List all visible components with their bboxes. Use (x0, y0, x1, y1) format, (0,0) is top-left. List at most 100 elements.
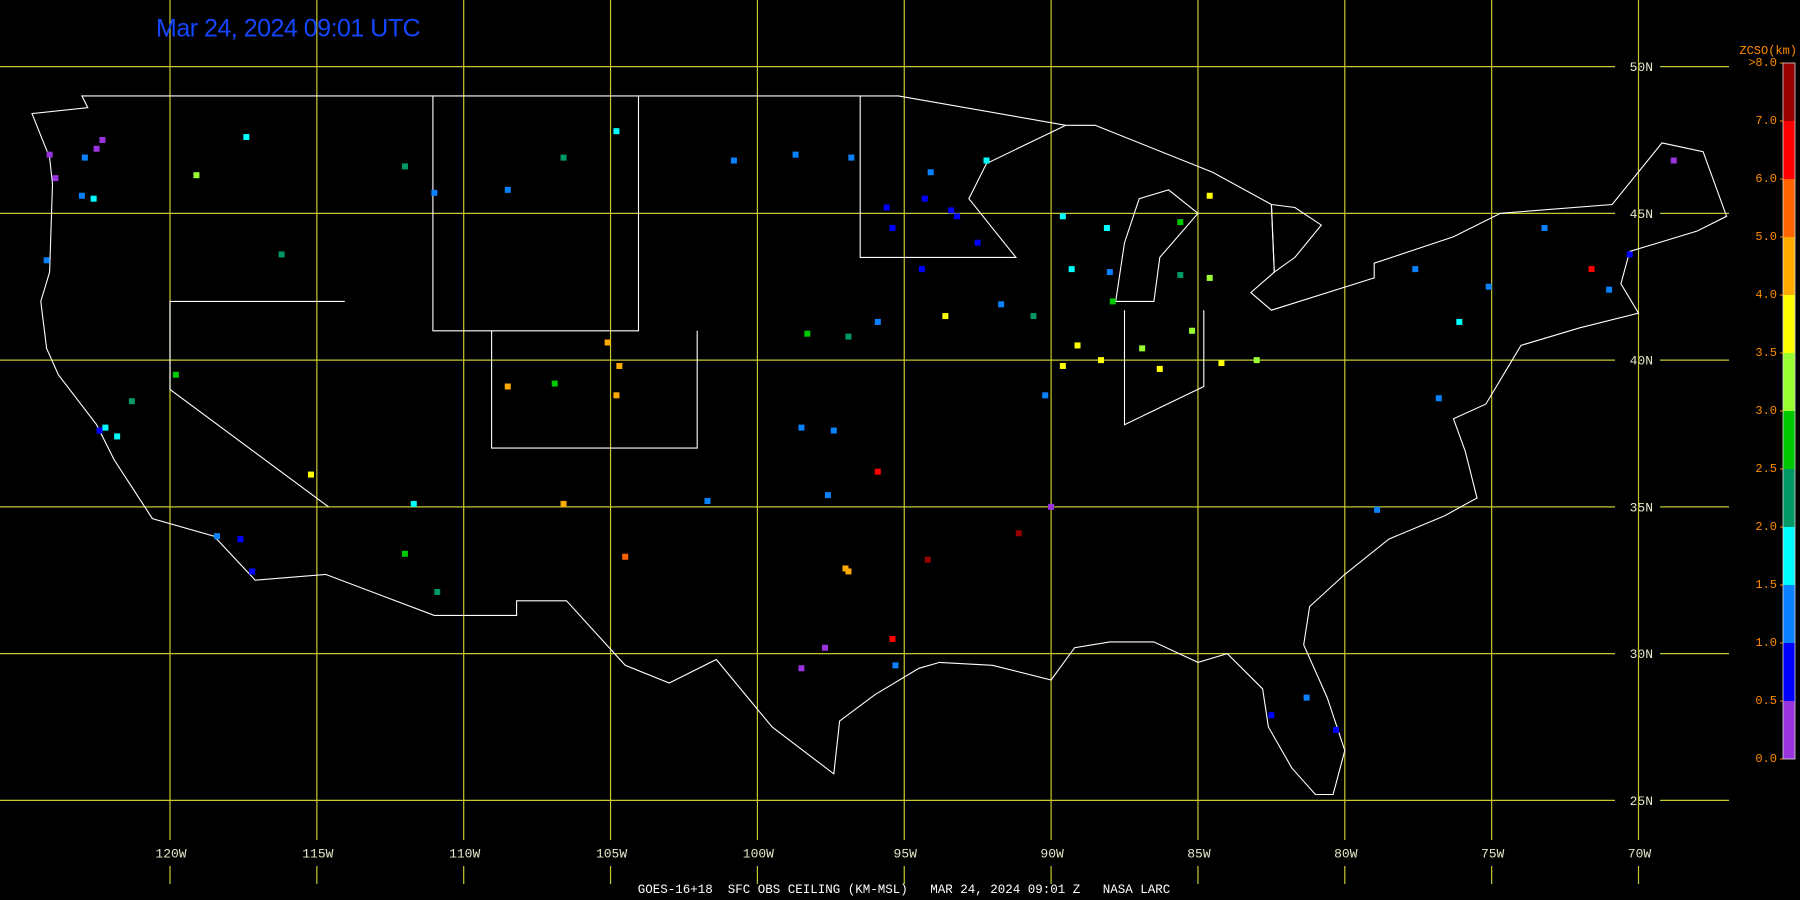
state-border (1123, 310, 1205, 426)
station (307, 471, 314, 478)
station (243, 134, 250, 141)
station (1059, 362, 1066, 369)
state-border (491, 330, 698, 449)
station (237, 536, 244, 543)
station (924, 556, 931, 563)
station (704, 497, 711, 504)
colorbar-segment (1783, 353, 1795, 411)
station (560, 500, 567, 507)
station (90, 195, 97, 202)
station (616, 362, 623, 369)
station (1541, 225, 1548, 232)
station (78, 192, 85, 199)
station (213, 533, 220, 540)
station (81, 154, 88, 161)
lon-label: 105W (596, 846, 627, 861)
station (96, 427, 103, 434)
station (798, 424, 805, 431)
station (504, 383, 511, 390)
station (249, 568, 256, 575)
station (1106, 269, 1113, 276)
station (921, 195, 928, 202)
colorbar-label: 4.0 (1755, 288, 1777, 302)
station (46, 151, 53, 158)
station (927, 169, 934, 176)
colorbar-segment (1783, 237, 1795, 295)
stations (43, 128, 1677, 733)
station (1177, 271, 1184, 278)
station (845, 333, 852, 340)
station (604, 339, 611, 346)
colorbar-label: 6.0 (1755, 172, 1777, 186)
station (889, 635, 896, 642)
station (1206, 192, 1213, 199)
state-border (169, 300, 345, 508)
station (954, 213, 961, 220)
station (622, 553, 629, 560)
lake (1270, 203, 1323, 274)
station (1189, 327, 1196, 334)
boundaries (31, 95, 1728, 796)
station (1456, 318, 1463, 325)
station (848, 154, 855, 161)
station (942, 313, 949, 320)
station (114, 433, 121, 440)
station (998, 301, 1005, 308)
colorbar-label: 0.5 (1755, 694, 1777, 708)
station (560, 154, 567, 161)
station (804, 330, 811, 337)
station (1412, 266, 1419, 273)
station (128, 398, 135, 405)
station (1606, 286, 1613, 293)
graticule: 50N 45N 40N 35N 30N 25N 120W 115W 110W 105W 100W 95… (0, 0, 1729, 884)
colorbar-segment (1783, 527, 1795, 585)
lon-label: 90W (1040, 846, 1064, 861)
station (1206, 274, 1213, 281)
colorbar-label: 0.0 (1755, 752, 1777, 766)
station (401, 163, 408, 170)
station (1626, 251, 1633, 258)
station (1074, 342, 1081, 349)
lat-label: 30N (1630, 647, 1653, 662)
colorbar-label: 2.0 (1755, 520, 1777, 534)
station (821, 644, 828, 651)
colorbar-segment (1783, 295, 1795, 353)
station (874, 318, 881, 325)
footer: GOES-16+18 SFC OBS CEILING (KM-MSL) MAR … (638, 883, 1171, 897)
station (613, 392, 620, 399)
station (1374, 506, 1381, 513)
lat-label: 45N (1630, 207, 1653, 222)
station (874, 468, 881, 475)
station (193, 172, 200, 179)
station (1015, 530, 1022, 537)
station (172, 371, 179, 378)
station (1156, 365, 1163, 372)
state-border (432, 95, 640, 332)
station (431, 189, 438, 196)
colorbar-segment (1783, 585, 1795, 643)
station (1253, 357, 1260, 364)
lat-label: 25N (1630, 794, 1653, 809)
station (889, 225, 896, 232)
station (1435, 395, 1442, 402)
station (401, 550, 408, 557)
station (824, 492, 831, 499)
lon-label: 120W (155, 846, 186, 861)
station (1177, 219, 1184, 226)
colorbar-segment (1783, 643, 1795, 701)
station (1048, 503, 1055, 510)
colorbar-segment (1783, 701, 1795, 759)
colorbar-label: >8.0 (1748, 56, 1777, 70)
station (1670, 157, 1677, 164)
station (1588, 266, 1595, 273)
lon-label: 85W (1187, 846, 1211, 861)
station (1098, 357, 1105, 364)
station (52, 175, 59, 182)
station (1030, 313, 1037, 320)
station (918, 266, 925, 273)
station (1139, 345, 1146, 352)
colorbar-segment (1783, 179, 1795, 237)
station (613, 128, 620, 135)
